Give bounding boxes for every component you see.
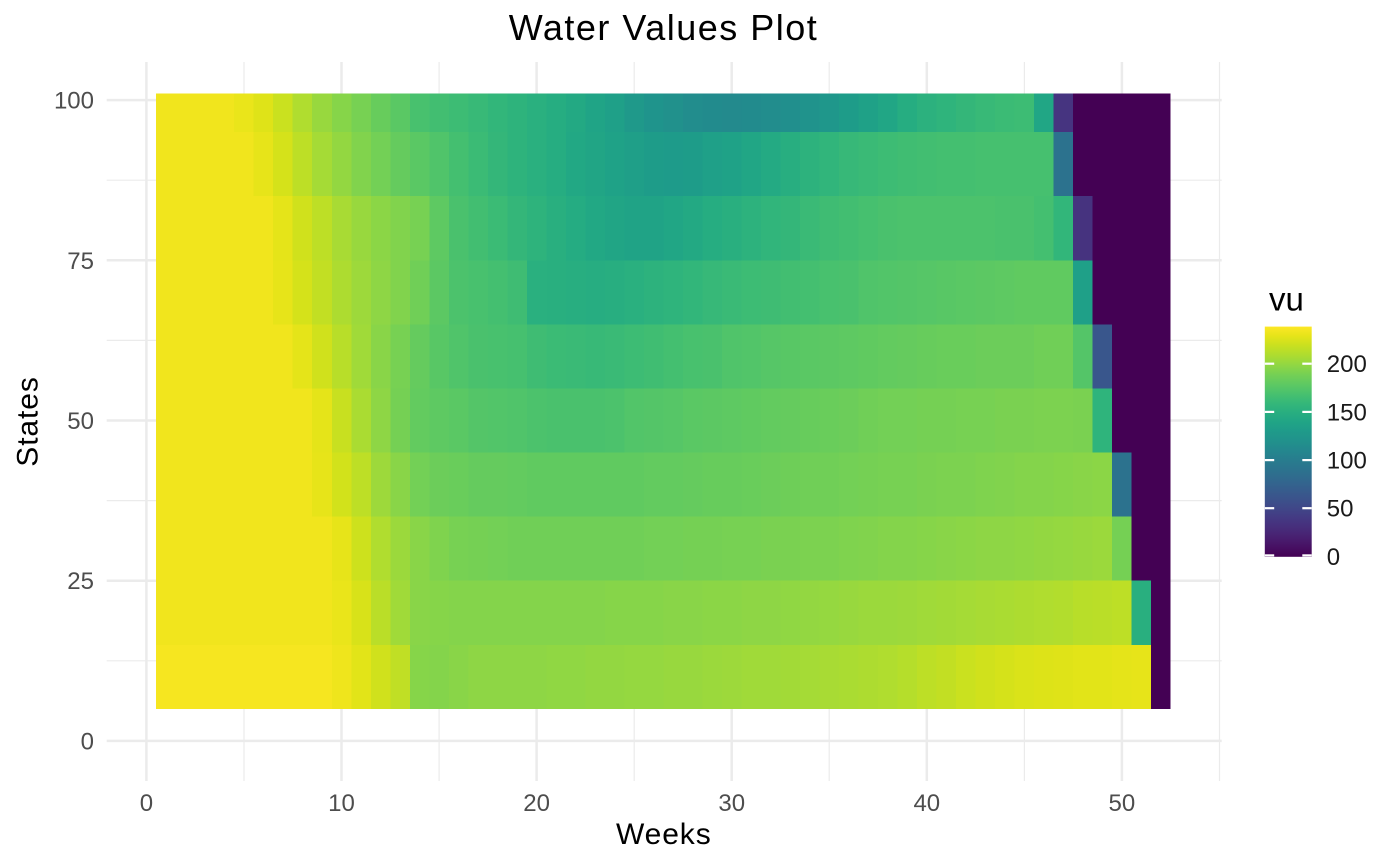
svg-text:100: 100 <box>1327 448 1367 475</box>
svg-text:vu: vu <box>1269 281 1304 318</box>
svg-text:50: 50 <box>1327 496 1354 523</box>
svg-text:50: 50 <box>67 408 94 435</box>
svg-text:0: 0 <box>81 728 94 755</box>
svg-text:40: 40 <box>913 790 940 817</box>
svg-text:Weeks: Weeks <box>616 818 712 851</box>
svg-text:150: 150 <box>1327 399 1367 426</box>
svg-text:20: 20 <box>523 790 550 817</box>
svg-text:50: 50 <box>1109 790 1136 817</box>
svg-text:States: States <box>12 376 45 466</box>
svg-text:200: 200 <box>1327 351 1367 378</box>
svg-text:Water Values Plot: Water Values Plot <box>509 7 819 48</box>
svg-text:100: 100 <box>54 88 94 115</box>
svg-text:30: 30 <box>718 790 745 817</box>
svg-text:75: 75 <box>67 248 94 275</box>
svg-text:0: 0 <box>1327 544 1340 571</box>
svg-text:25: 25 <box>67 568 94 595</box>
svg-text:0: 0 <box>140 790 153 817</box>
svg-text:10: 10 <box>328 790 355 817</box>
